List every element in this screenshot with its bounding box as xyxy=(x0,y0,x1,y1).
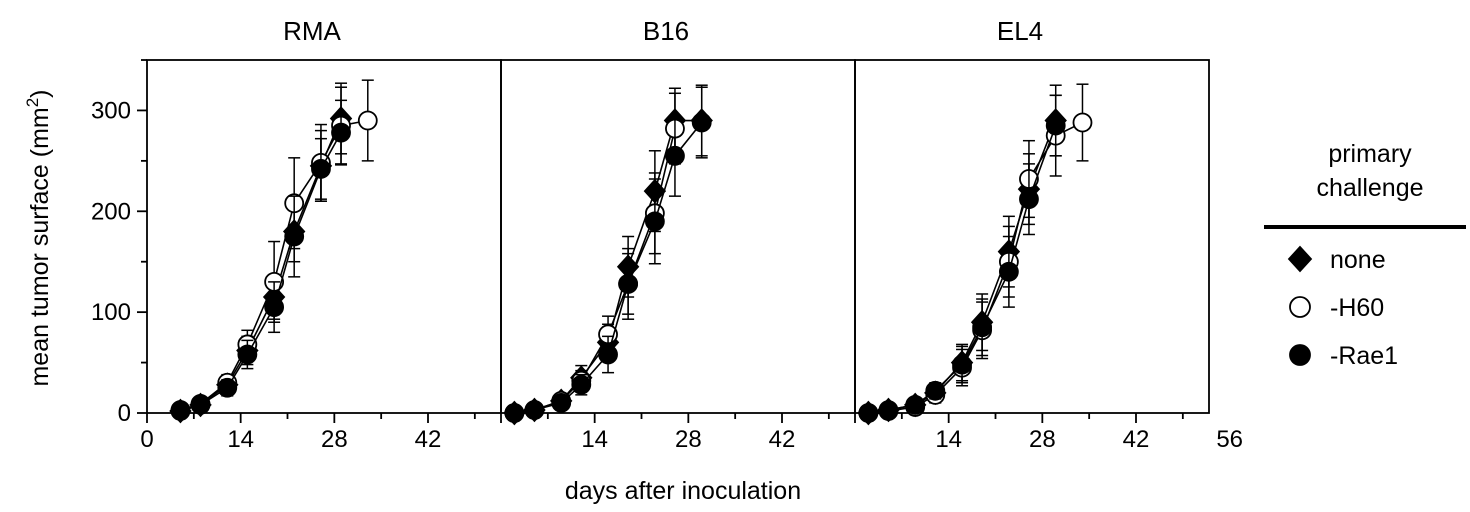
data-point xyxy=(504,403,525,423)
data-point xyxy=(331,122,351,143)
data-point xyxy=(644,211,665,232)
data-point xyxy=(878,400,899,420)
legend-entries: none -H60 -Rae1 xyxy=(1287,245,1398,370)
x-tick-label: 28 xyxy=(675,426,702,453)
panel-el4: EL4 14 28 42 56 xyxy=(854,16,1243,453)
data-point xyxy=(170,401,191,421)
legend-marker-rae1 xyxy=(1289,344,1311,366)
data-point xyxy=(571,374,592,395)
legend-label-h60: -H60 xyxy=(1330,294,1384,322)
x-tick-label: 28 xyxy=(1029,426,1056,453)
series-rae1 xyxy=(858,94,1066,423)
data-point xyxy=(905,395,926,415)
x-tick-label: 42 xyxy=(1123,426,1150,453)
legend-label-rae1: -Rae1 xyxy=(1330,342,1398,370)
series-none xyxy=(169,82,353,424)
data-point xyxy=(952,354,972,375)
y-tick-label: 300 xyxy=(91,97,131,124)
data-point xyxy=(551,393,572,413)
x-tick-label: 14 xyxy=(227,426,254,453)
y-tick-label: 100 xyxy=(91,299,131,326)
data-point xyxy=(237,344,258,365)
data-point xyxy=(311,159,331,179)
y-tick-label: 200 xyxy=(91,198,131,225)
legend: primary challenge none -H60 -Rae1 xyxy=(1264,140,1466,370)
data-point xyxy=(691,112,712,133)
panel-frame xyxy=(854,59,1210,414)
data-point xyxy=(217,377,238,398)
data-point xyxy=(1072,112,1093,133)
data-point xyxy=(665,145,685,166)
y-axis-label: mean tumor surface (mm2) xyxy=(23,89,54,386)
data-point xyxy=(858,403,879,423)
y-axis-label-superscript: 2 xyxy=(23,98,42,107)
series-rae1 xyxy=(504,86,712,423)
x-tick-label: 42 xyxy=(769,426,796,453)
legend-title-line-2: challenge xyxy=(1316,174,1423,202)
y-axis-label-main: mean tumor surface (mm xyxy=(26,107,54,386)
data-point xyxy=(524,400,545,420)
data-point xyxy=(1045,115,1066,136)
x-tick-label: 0 xyxy=(140,426,153,453)
panel-title: EL4 xyxy=(997,16,1043,46)
panel-b16: B16 14 28 42 xyxy=(500,16,856,453)
data-point xyxy=(190,395,211,415)
series-rae1 xyxy=(170,99,351,421)
series-line xyxy=(868,121,1083,414)
panel-frame xyxy=(146,59,502,414)
panel-rma: RMA 0 14 28 42 0 100 200 300 xyxy=(91,16,502,453)
data-point xyxy=(264,297,285,318)
panel-title: B16 xyxy=(643,16,689,46)
data-point xyxy=(972,317,993,338)
legend-marker-none xyxy=(1287,245,1313,273)
data-point xyxy=(618,274,639,294)
data-point xyxy=(998,261,1019,282)
legend-title-line-1: primary xyxy=(1328,140,1412,168)
x-tick-label: 28 xyxy=(321,426,348,453)
data-point xyxy=(284,226,305,247)
panel-title: RMA xyxy=(283,16,341,46)
x-tick-label: 14 xyxy=(935,426,962,453)
y-axis-label-close: ) xyxy=(26,89,54,97)
data-point xyxy=(598,344,618,365)
panels-layer: RMA 0 14 28 42 0 100 200 300 B16 14 28 42 EL4 14 28 42 56 xyxy=(91,16,1243,453)
data-point xyxy=(357,110,378,131)
y-tick-label: 0 xyxy=(118,400,131,427)
series-h60 xyxy=(504,92,685,423)
x-tick-label: 42 xyxy=(415,426,442,453)
x-tick-label: 14 xyxy=(581,426,608,453)
legend-marker-h60 xyxy=(1289,296,1311,318)
data-point xyxy=(925,380,946,401)
data-point xyxy=(1019,189,1039,210)
x-tick-label: 56 xyxy=(1216,426,1243,453)
x-axis-label: days after inoculation xyxy=(565,477,801,505)
legend-label-none: none xyxy=(1330,246,1386,274)
